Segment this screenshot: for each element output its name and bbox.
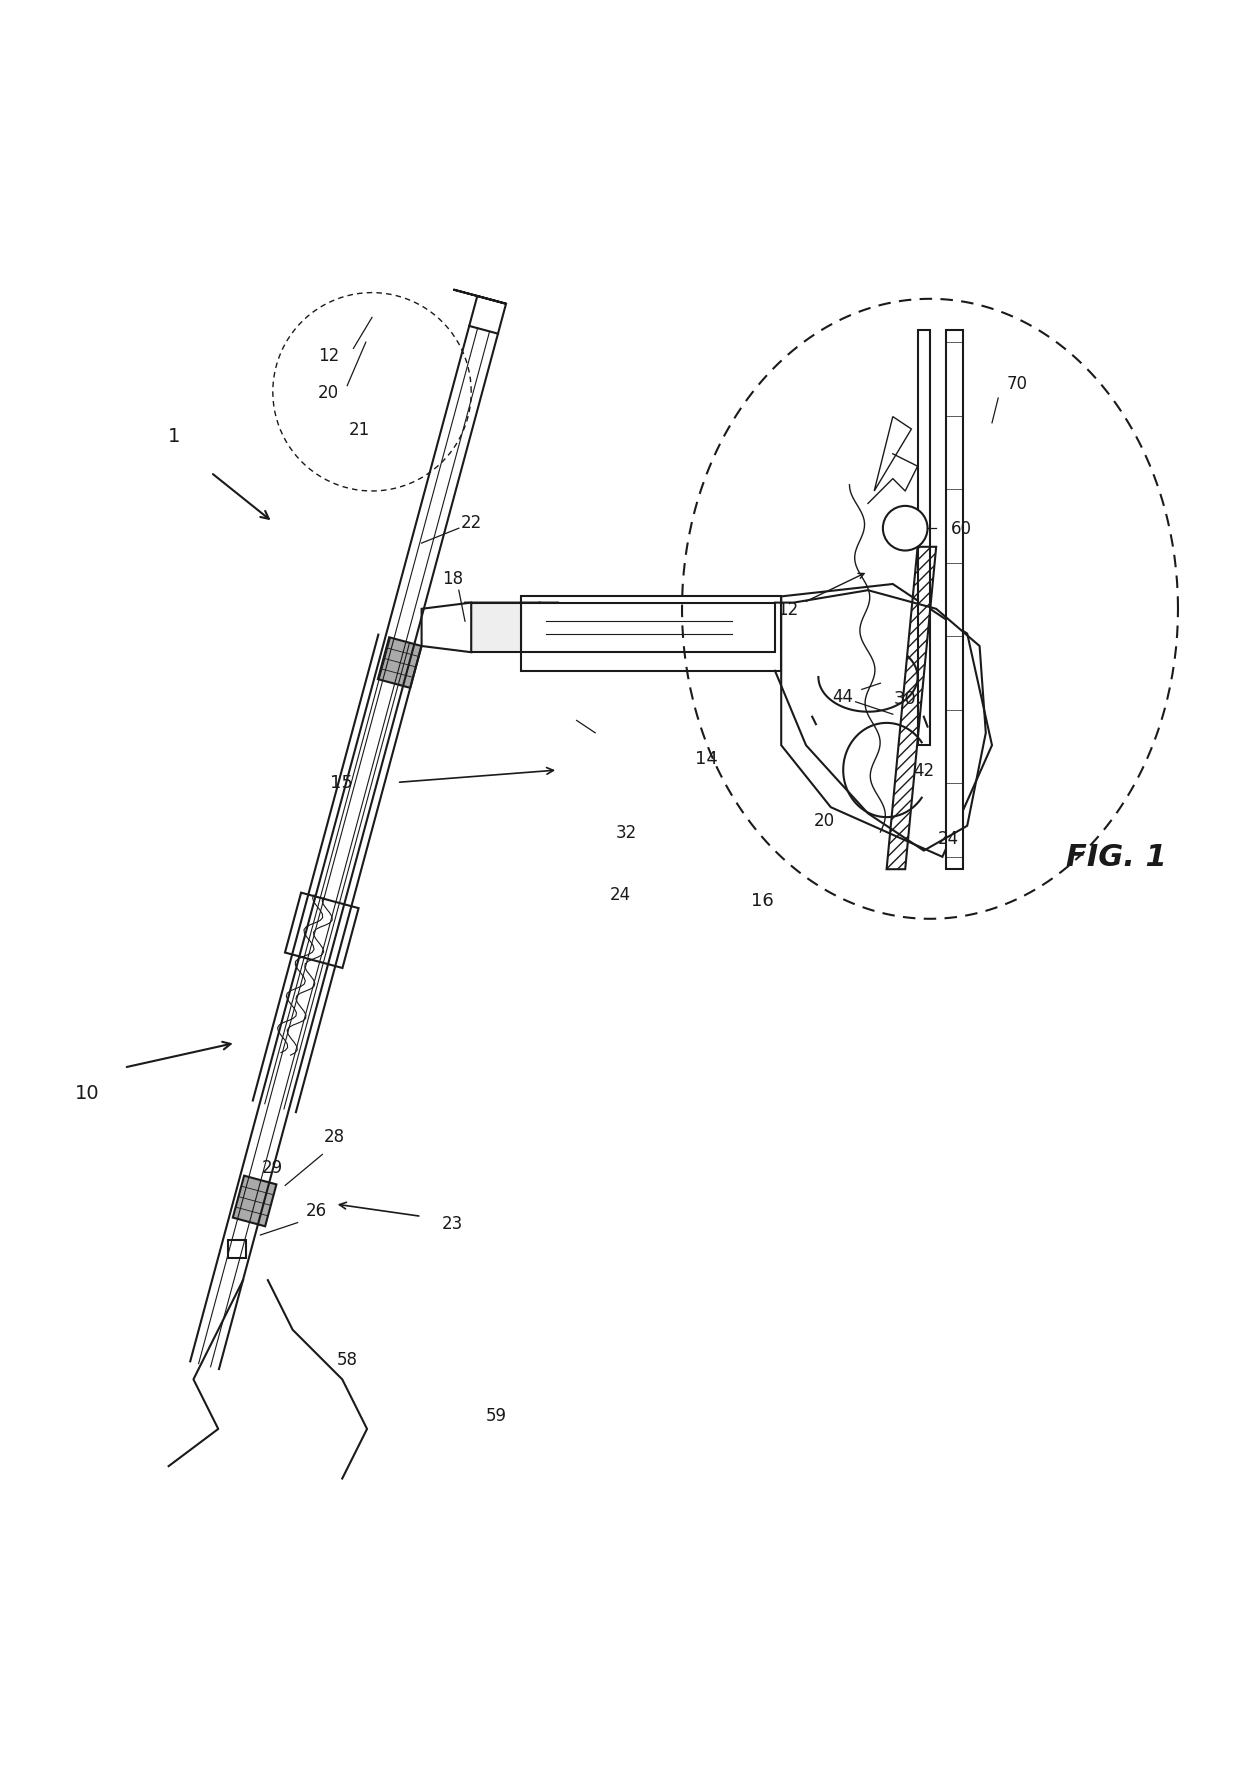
Text: 44: 44 — [833, 687, 853, 705]
Text: 24: 24 — [609, 886, 631, 903]
Text: 20: 20 — [813, 810, 836, 828]
Text: 1: 1 — [167, 426, 180, 445]
Polygon shape — [521, 598, 781, 671]
Text: 10: 10 — [74, 1084, 99, 1102]
Polygon shape — [454, 290, 506, 304]
Text: 29: 29 — [262, 1157, 284, 1175]
Polygon shape — [422, 603, 471, 653]
Text: 14: 14 — [696, 750, 718, 767]
Text: 59: 59 — [486, 1406, 506, 1424]
Polygon shape — [521, 603, 775, 653]
Polygon shape — [469, 297, 506, 335]
Text: 22: 22 — [460, 513, 482, 531]
Text: 26: 26 — [305, 1202, 327, 1220]
Text: 23: 23 — [441, 1215, 464, 1233]
Polygon shape — [874, 417, 911, 492]
Text: 32: 32 — [615, 823, 637, 841]
Polygon shape — [378, 639, 422, 689]
Polygon shape — [228, 1240, 246, 1259]
Polygon shape — [527, 603, 558, 640]
Text: 16: 16 — [751, 891, 774, 909]
Polygon shape — [471, 603, 521, 653]
Text: 15: 15 — [330, 775, 352, 793]
Text: 42: 42 — [913, 762, 935, 780]
Polygon shape — [233, 1175, 277, 1227]
Text: 18: 18 — [441, 569, 464, 587]
Text: 21: 21 — [348, 420, 371, 438]
Text: 12: 12 — [776, 601, 799, 619]
Circle shape — [883, 506, 928, 551]
Text: 20: 20 — [317, 383, 340, 401]
Polygon shape — [453, 603, 539, 640]
Polygon shape — [918, 331, 930, 746]
Text: 70: 70 — [1007, 376, 1027, 394]
Text: 60: 60 — [951, 521, 971, 538]
Text: 30: 30 — [894, 691, 916, 708]
Text: 12: 12 — [317, 347, 340, 365]
Polygon shape — [946, 331, 963, 869]
Polygon shape — [285, 893, 358, 968]
Text: 58: 58 — [337, 1351, 357, 1369]
Text: 24: 24 — [937, 830, 960, 848]
Text: 28: 28 — [324, 1127, 346, 1145]
Text: FIG. 1: FIG. 1 — [1065, 843, 1167, 871]
